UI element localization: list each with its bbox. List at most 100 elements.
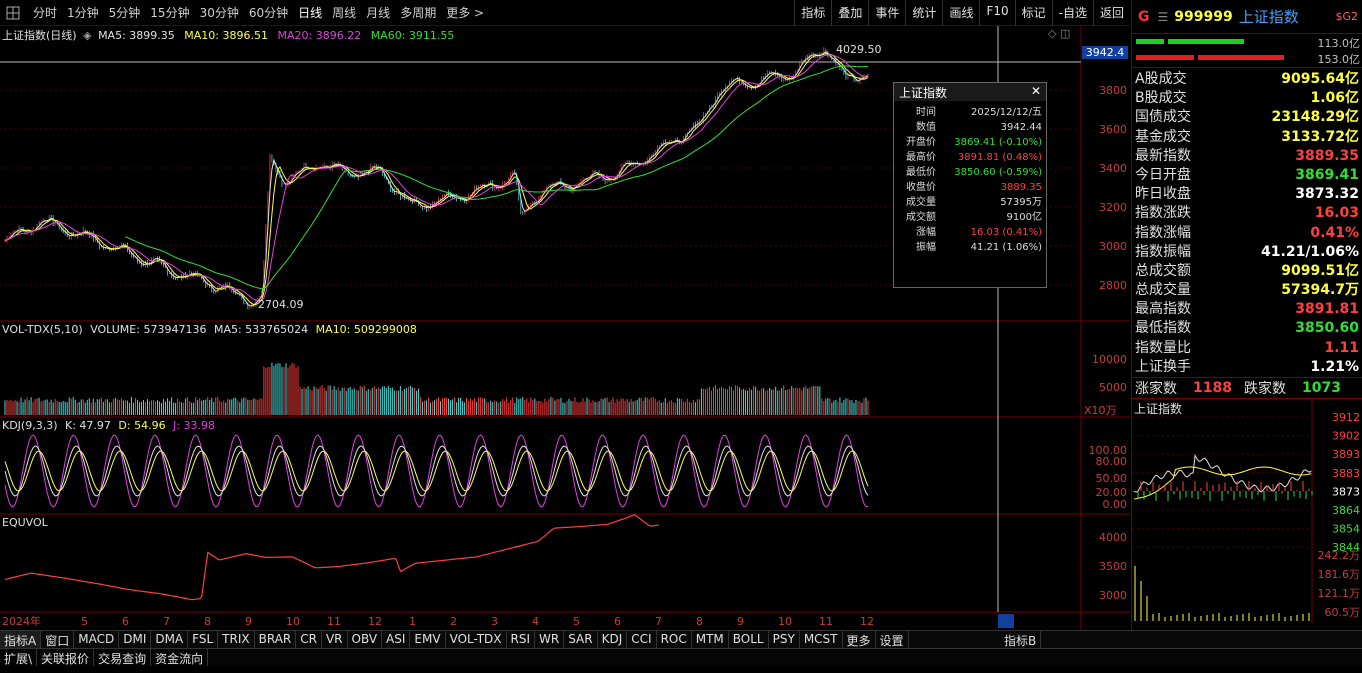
quote-key: 指数涨跌 <box>1135 205 1191 222</box>
indicator-tab[interactable]: KDJ <box>598 631 628 649</box>
indicator-tab[interactable]: DMA <box>151 631 189 649</box>
period-tab[interactable]: 多周期 <box>400 6 437 20</box>
period-tab[interactable]: 分时 <box>33 6 58 20</box>
tooltip-value: 16.03 (0.41%) <box>970 227 1042 238</box>
indicator-tab[interactable]: OBV <box>348 631 383 649</box>
indicator-tab[interactable]: ASI <box>382 631 411 649</box>
indicator-tab[interactable]: CCI <box>627 631 657 649</box>
tab-spacer <box>909 631 1362 648</box>
indicator-tab[interactable]: CR <box>296 631 322 649</box>
quote-key: 总成交量 <box>1135 282 1191 299</box>
tooltip-key: 最高价 <box>906 152 936 163</box>
bottom-tab[interactable]: 交易查询 <box>94 649 152 666</box>
tooltip-value: 41.21 (1.06%) <box>970 242 1042 253</box>
quote-value: 3869.41 <box>1295 166 1359 183</box>
period-tab[interactable]: 更多 > <box>446 6 485 20</box>
kline-chart[interactable]: 3800 3600 3400 3200 3000 2800 10000 5000 100.00 8… <box>0 26 1130 630</box>
period-tab[interactable]: 周线 <box>332 6 357 20</box>
tool-button[interactable]: -自选 <box>1051 0 1093 26</box>
tool-button[interactable]: 标记 <box>1014 0 1052 26</box>
period-tab[interactable]: 日线 <box>298 6 323 20</box>
quote-key: 总成交额 <box>1135 262 1191 279</box>
mini-price-tick: 3873 <box>1332 485 1360 498</box>
bottom-tab[interactable]: 扩展\ <box>0 649 38 666</box>
quote-value: 16.03 <box>1314 205 1359 222</box>
intraday-mini-chart[interactable]: 上证指数 3912 3902 3893 3883 3873 3864 3854 3844 242… <box>1132 399 1362 623</box>
period-toolbar: 分时 1分钟 5分钟 15分钟 30分钟 60分钟 日线 周线 月线 多周期 更多 > <box>0 0 1130 26</box>
tool-button[interactable]: 统计 <box>905 0 942 26</box>
inflow-value-1: 113.0亿 <box>1317 37 1361 50</box>
indicator-tab[interactable]: 更多 <box>843 631 876 649</box>
group-badge[interactable]: G <box>1138 8 1150 25</box>
period-tab[interactable]: 30分钟 <box>199 6 239 20</box>
indicator-tab[interactable]: WR <box>535 631 565 649</box>
quote-row: 指数涨跌 16.03 <box>1132 204 1362 223</box>
indicator-tab[interactable]: FSL <box>188 631 219 649</box>
indicator-tab[interactable]: RSI <box>507 631 536 649</box>
quote-value: 9095.64亿 <box>1281 71 1359 87</box>
indicator-tab[interactable]: BOLL <box>729 631 769 649</box>
up-count-label: 涨家数 <box>1135 381 1177 397</box>
inflow-bars: 113.0亿 153.0亿 <box>1132 34 1362 68</box>
vol-ma10: MA10: 509299008 <box>315 323 417 336</box>
indicator-tab[interactable]: MCST <box>800 631 843 649</box>
tooltip-row: 数值 3942.44 <box>894 120 1046 135</box>
indicator-tab[interactable]: MTM <box>692 631 729 649</box>
tool-button[interactable]: 返回 <box>1092 0 1130 26</box>
menu-icon[interactable]: ☰ <box>1157 9 1169 24</box>
date-tick: 3 <box>491 615 498 628</box>
quote-value: 1.06亿 <box>1310 90 1359 107</box>
period-tab[interactable]: 60分钟 <box>248 6 289 20</box>
tool-button[interactable]: 事件 <box>868 0 905 26</box>
mini-vol-tick: 121.1万 <box>1318 587 1361 600</box>
group-tag[interactable]: $G2 <box>1335 10 1358 23</box>
period-tab[interactable]: 15分钟 <box>150 6 190 20</box>
period-tab[interactable]: 1分钟 <box>67 6 99 20</box>
tool-button[interactable]: 画线 <box>942 0 979 26</box>
chevron-icon[interactable]: ◈ <box>83 29 92 42</box>
date-tick: 2024年 <box>2 614 41 628</box>
tooltip-key: 收盘价 <box>906 182 936 193</box>
indicator-tab[interactable]: 窗口 <box>41 631 75 649</box>
tool-button[interactable]: F10 <box>979 0 1014 26</box>
tooltip-value: 3889.35 <box>1000 182 1042 193</box>
indicator-tab[interactable]: SAR <box>564 631 598 649</box>
indicator-tab[interactable]: ROC <box>657 631 692 649</box>
date-tick: 7 <box>655 615 662 628</box>
price-tick: 3800 <box>1099 84 1127 97</box>
ma10-label: MA10: 3896.51 <box>184 29 268 42</box>
date-tick: 2 <box>450 615 457 628</box>
data-tooltip-window: 上证指数 ✕ 时间 2025/12/12/五 数值 3942.44 开盘价 3869.41… <box>893 82 1047 288</box>
period-tab[interactable]: 5分钟 <box>108 6 141 20</box>
indicator-tab[interactable]: VR <box>322 631 348 649</box>
bottom-tab[interactable]: 关联报价 <box>37 649 95 666</box>
bottom-tab[interactable]: 资金流向 <box>151 649 209 666</box>
mini-price-tick: 3912 <box>1332 411 1360 424</box>
quote-row: 总成交额 9099.51亿 <box>1132 262 1362 281</box>
grid-icon[interactable] <box>2 3 24 23</box>
quote-row: 最高指数 3891.81 <box>1132 300 1362 319</box>
window-controls[interactable]: ◇ ◫ <box>1048 27 1071 40</box>
quote-value: 3891.81 <box>1295 301 1359 318</box>
indicator-tab[interactable]: MACD <box>74 631 120 649</box>
date-cursor-box <box>998 614 1014 628</box>
quote-row: 指数涨幅 0.41% <box>1132 224 1362 243</box>
indicator-tab[interactable]: PSY <box>769 631 800 649</box>
indicator-tab[interactable]: EMV <box>410 631 446 649</box>
quote-key: 昨日收盘 <box>1135 186 1191 203</box>
mini-chart-title: 上证指数 <box>1134 402 1183 416</box>
indicator-tab[interactable]: TRIX <box>218 631 255 649</box>
tool-button[interactable]: 叠加 <box>831 0 868 26</box>
period-tab[interactable]: 月线 <box>366 6 391 20</box>
tooltip-row: 涨幅 16.03 (0.41%) <box>894 225 1046 240</box>
indicator-tab[interactable]: VOL-TDX <box>446 631 507 649</box>
close-icon[interactable]: ✕ <box>1030 84 1041 98</box>
mini-price-line <box>1133 453 1312 493</box>
tool-button[interactable]: 指标 <box>794 0 831 26</box>
indicator-tab[interactable]: BRAR <box>255 631 297 649</box>
indicator-tab[interactable]: DMI <box>119 631 152 649</box>
indicator-tab[interactable]: 设置 <box>876 631 909 649</box>
indicator-b-tab[interactable]: 指标B <box>1000 631 1042 649</box>
quote-value: 3133.72亿 <box>1281 128 1359 145</box>
indicator-tab[interactable]: 指标A <box>0 631 42 649</box>
